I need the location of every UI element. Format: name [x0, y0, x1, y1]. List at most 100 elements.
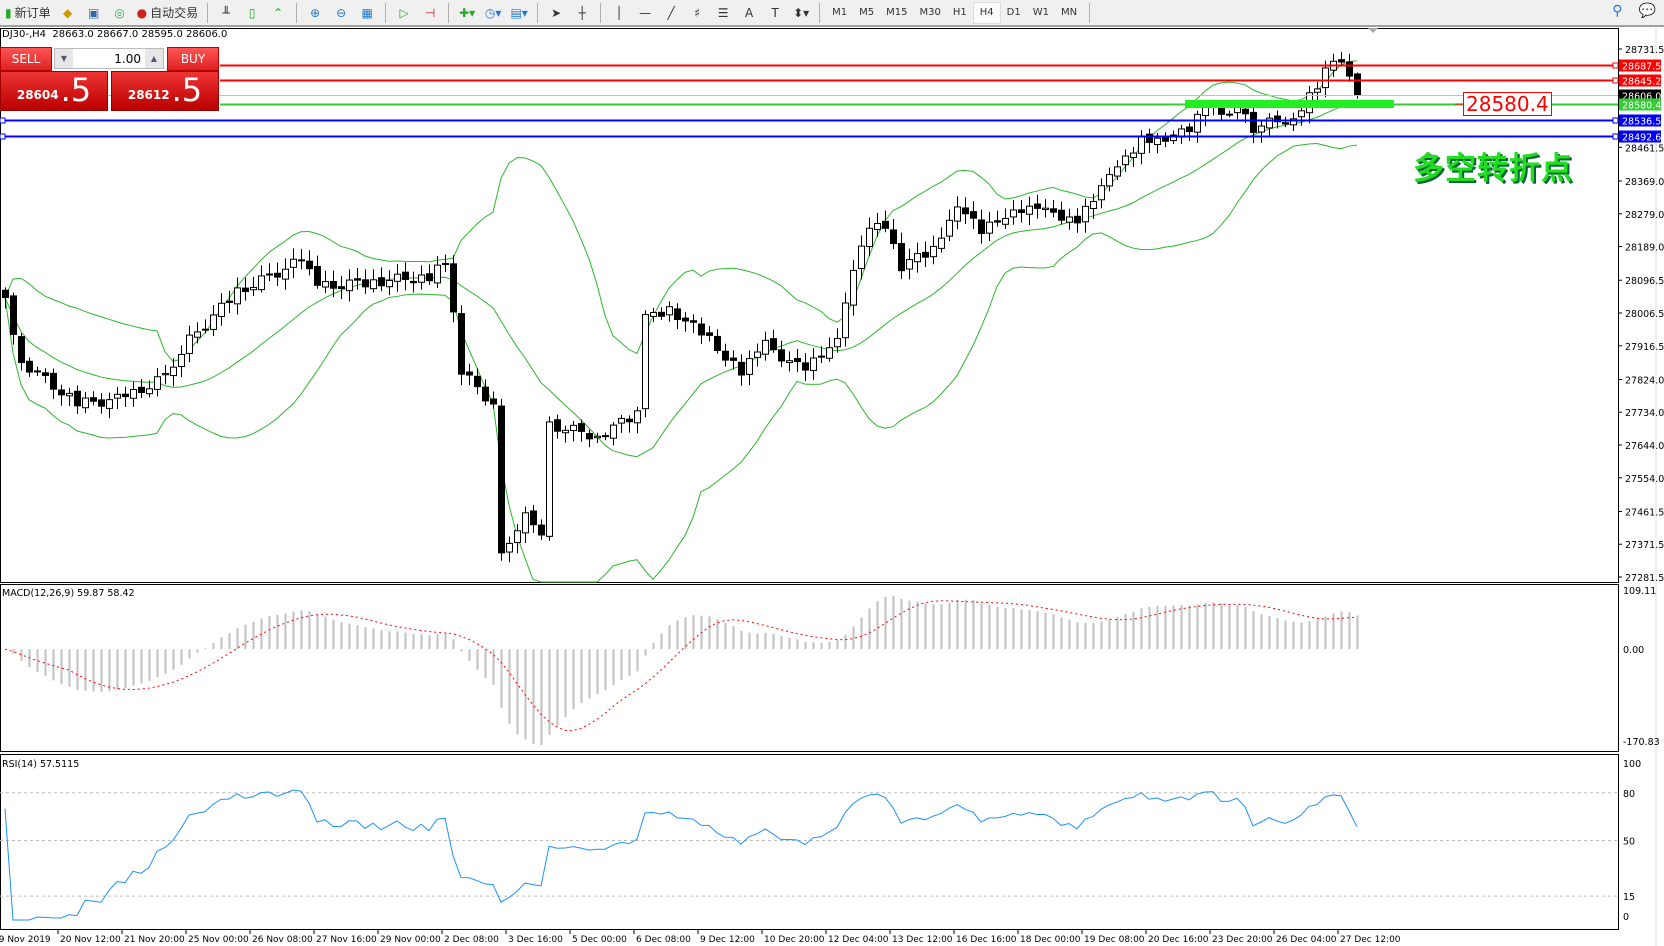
autoscroll-icon[interactable]: ▷	[399, 5, 409, 20]
lot-size-field[interactable]: ▼ 1.00 ▲	[54, 48, 164, 69]
candlestick	[282, 258, 289, 290]
new-order-button[interactable]: ▮ 新订单	[5, 5, 51, 21]
tile-windows-icon[interactable]: ▦	[361, 5, 373, 20]
chat-icon[interactable]: 💬	[1638, 3, 1656, 19]
candle-body	[602, 435, 609, 438]
timeframe-h4[interactable]: H4	[972, 1, 1001, 24]
horizontal-line-icon[interactable]: —	[639, 5, 652, 20]
timeframe-m5[interactable]: M5	[859, 7, 875, 18]
buy-price-button[interactable]: 28612.5	[111, 71, 219, 111]
macd-signal-line	[4, 600, 1358, 732]
time-label: 27 Nov 16:00	[316, 935, 377, 945]
time-label: 13 Dec 12:00	[892, 935, 953, 945]
timeframe-w1[interactable]: W1	[1032, 7, 1049, 18]
crosshair-icon[interactable]: ┼	[578, 5, 586, 20]
candle-body	[242, 287, 249, 293]
candlestick	[306, 250, 313, 276]
timeframe-m1[interactable]: M1	[832, 7, 848, 18]
candlestick	[690, 314, 697, 333]
rsi-tick-label: 100	[1623, 759, 1641, 770]
candle-body	[570, 424, 577, 432]
candle-body	[90, 397, 97, 402]
templates-icon[interactable]: ▤▾	[510, 5, 528, 20]
channel-icon[interactable]: ♯	[694, 5, 701, 20]
candle-body	[738, 361, 745, 376]
sell-button[interactable]: SELL	[0, 47, 52, 71]
fibonacci-icon[interactable]: ☰	[717, 5, 729, 20]
candle-body	[26, 360, 33, 373]
candlestick	[514, 524, 521, 554]
candle-body	[538, 524, 545, 536]
candle-body	[1266, 117, 1273, 129]
candle-body	[266, 273, 273, 276]
text-label-icon[interactable]: T	[771, 5, 779, 20]
line-chart-icon[interactable]: ⌃	[273, 5, 284, 20]
cursor-icon[interactable]: ➤	[551, 5, 562, 20]
price-tick-label: 28189.0	[1625, 243, 1664, 254]
search-icon[interactable]: ⚲	[1612, 3, 1623, 19]
candle-body	[306, 260, 313, 270]
macd-panel-frame	[0, 584, 1619, 752]
auto-trading-button[interactable]: ● 自动交易	[136, 5, 199, 21]
candle-body	[754, 351, 761, 358]
candle-body	[946, 219, 953, 237]
candle-body	[194, 331, 201, 338]
chart-window[interactable]: 28687.528645.228606.028580.428536.528492…	[0, 28, 1664, 946]
timeframe-d1[interactable]: D1	[1006, 7, 1021, 18]
periods-icon[interactable]: ◷▾	[484, 5, 502, 20]
candle-body	[154, 376, 161, 390]
candle-body	[162, 373, 169, 376]
candlestick-icon[interactable]: ▯	[248, 5, 256, 20]
bar-chart-icon[interactable]: ╨	[222, 5, 230, 20]
lot-size-value[interactable]: 1.00	[114, 51, 141, 66]
candlestick	[618, 415, 625, 433]
candle-body	[1042, 207, 1049, 211]
candle-body	[730, 357, 737, 361]
candlestick	[1090, 193, 1097, 219]
candle-body	[1122, 155, 1129, 166]
buy-button[interactable]: BUY	[167, 47, 219, 71]
timeframe-m30[interactable]: M30	[919, 7, 941, 18]
candlestick	[146, 380, 153, 398]
candlestick	[2, 287, 9, 309]
experts-icon[interactable]: ◆	[63, 5, 73, 20]
sell-price-button[interactable]: 28604.5	[0, 71, 108, 111]
candlestick	[26, 357, 33, 377]
lot-decrease-icon[interactable]: ▼	[55, 49, 73, 68]
candle-body	[1274, 115, 1281, 123]
timeframe-mn[interactable]: MN	[1060, 7, 1078, 18]
trendline-icon[interactable]: ╱	[667, 5, 675, 20]
candlestick	[1314, 81, 1321, 104]
price-annotation-label[interactable]: 28580.4	[1463, 92, 1552, 116]
timeframe-h1[interactable]: H1	[952, 7, 967, 18]
candle-body	[282, 268, 289, 280]
rsi-tick-label: 80	[1623, 789, 1635, 800]
indicators-icon[interactable]: ✚▾	[459, 5, 476, 20]
annotation-text[interactable]: 多空转折点	[1413, 151, 1573, 187]
chart-shift-icon[interactable]: ⊣	[424, 5, 436, 20]
chart-shift-marker	[1368, 28, 1378, 33]
candle-body	[762, 339, 769, 355]
candlestick	[898, 232, 905, 280]
candlestick	[1322, 60, 1329, 98]
candlestick	[1346, 53, 1353, 82]
candlestick	[578, 419, 585, 442]
candle-body	[1074, 215, 1081, 224]
candlestick	[938, 227, 945, 253]
candle-body	[914, 253, 921, 263]
arrows-icon[interactable]: ⬍▾	[793, 5, 810, 20]
candle-body	[818, 355, 825, 358]
vertical-line-icon[interactable]: │	[615, 5, 623, 20]
price-tick-label: 27461.5	[1625, 507, 1664, 518]
candle-body	[706, 332, 713, 336]
signals-icon[interactable]: ◎	[114, 5, 125, 20]
navigator-icon[interactable]: ▣	[87, 5, 100, 20]
timeframe-m15[interactable]: M15	[886, 7, 908, 18]
candlestick	[114, 387, 121, 409]
lot-increase-icon[interactable]: ▲	[145, 49, 163, 68]
text-icon[interactable]: A	[745, 5, 754, 20]
zoom-out-icon[interactable]: ⊖	[336, 5, 347, 20]
candle-body	[426, 273, 433, 282]
zoom-in-icon[interactable]: ⊕	[310, 5, 321, 20]
candle-body	[250, 286, 257, 291]
